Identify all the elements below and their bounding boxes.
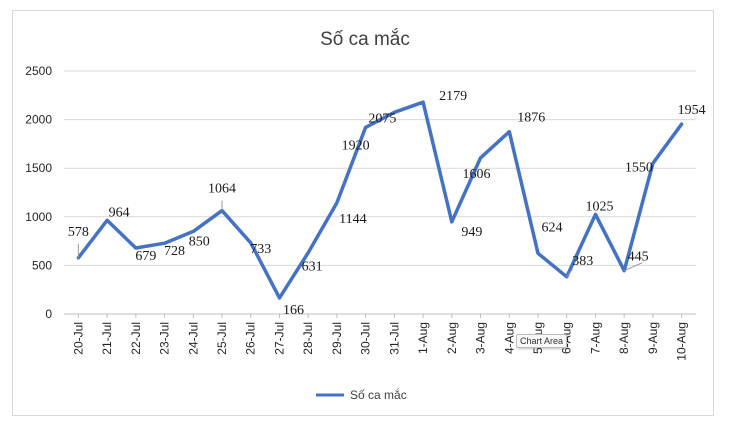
- data-label: 166: [283, 303, 304, 318]
- legend-label: Số ca mắc: [350, 387, 407, 402]
- data-label: 1025: [585, 199, 613, 214]
- y-axis-ticks: 0 500 1000 1500 2000 2500: [25, 64, 52, 321]
- data-label: 733: [250, 242, 271, 257]
- x-tick-label: 25-Jul: [215, 322, 229, 355]
- x-tick-label: 10-Aug: [675, 322, 689, 361]
- data-label: 679: [135, 249, 156, 264]
- data-label: 2075: [368, 111, 396, 126]
- data-label: 2179: [439, 89, 467, 104]
- x-tick-label: 22-Jul: [129, 322, 143, 355]
- data-label: 850: [189, 234, 210, 249]
- x-tick-label: 20-Jul: [71, 322, 85, 355]
- chart-area[interactable]: [12, 10, 714, 416]
- y-tick-label: 2500: [25, 64, 52, 78]
- chart-area-tooltip: Chart Area: [516, 334, 568, 348]
- data-label: 1876: [517, 111, 545, 126]
- data-label: 1144: [339, 212, 366, 227]
- series-line: [76, 100, 684, 300]
- x-tick-label: 1-Aug: [416, 322, 430, 354]
- x-tick-label: 2-Aug: [445, 322, 459, 354]
- data-labels: 578 964 679 728 850 1064 733 166 631 1144 1920 2075…: [68, 89, 706, 318]
- data-label: 1550: [625, 160, 653, 175]
- data-label: 949: [461, 225, 482, 240]
- label-leader-line: [566, 268, 574, 278]
- y-tick-label: 2000: [25, 113, 52, 127]
- data-label: 1920: [342, 138, 370, 153]
- data-label: 578: [68, 225, 89, 240]
- x-tick-label: 27-Jul: [272, 322, 286, 355]
- data-label: 445: [628, 250, 649, 265]
- x-tick-label: 21-Jul: [100, 322, 114, 355]
- legend[interactable]: Số ca mắc: [316, 387, 407, 402]
- data-label: 624: [542, 220, 563, 235]
- x-tick-label: 28-Jul: [301, 322, 315, 355]
- data-label: 1606: [463, 167, 491, 182]
- data-label: 383: [572, 254, 593, 269]
- y-tick-label: 1000: [25, 210, 52, 224]
- x-tick-label: 31-Jul: [387, 322, 401, 355]
- y-tick-label: 500: [32, 258, 52, 272]
- x-tick-label: 24-Jul: [186, 322, 200, 355]
- x-tick-label: 29-Jul: [330, 322, 344, 355]
- x-tick-label: 7-Aug: [588, 322, 602, 354]
- x-axis-ticks: 20-Jul 21-Jul 22-Jul 23-Jul 24-Jul 25-Jul 26-J…: [71, 314, 689, 361]
- data-label: 631: [302, 260, 323, 275]
- data-label: 1064: [208, 182, 236, 197]
- x-tick-label: 9-Aug: [646, 322, 660, 354]
- gridlines: [64, 70, 696, 315]
- x-tick-label: 23-Jul: [158, 322, 172, 355]
- x-tick-label: 8-Aug: [617, 322, 631, 354]
- data-label: 964: [109, 205, 130, 220]
- chart-title: Số ca mắc: [320, 28, 410, 50]
- x-tick-label: 30-Jul: [359, 322, 373, 355]
- data-label: 728: [164, 244, 185, 259]
- series-line-group: [76, 100, 684, 300]
- y-tick-label: 1500: [25, 161, 52, 175]
- data-label: 1954: [678, 103, 706, 118]
- x-tick-label: 4-Aug: [502, 322, 516, 354]
- label-leader-line: [623, 262, 643, 272]
- y-tick-label: 0: [45, 307, 52, 321]
- x-tick-label: 26-Jul: [244, 322, 258, 355]
- x-tick-label: 3-Aug: [474, 322, 488, 354]
